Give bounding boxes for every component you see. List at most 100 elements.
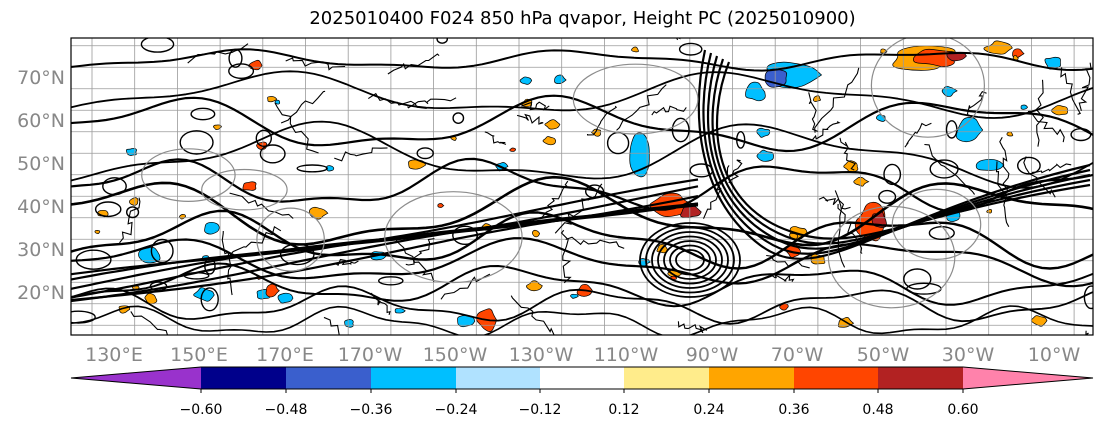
latitude-labels: 70°N 60°N 50°N 40°N 30°N 20°N xyxy=(17,67,65,304)
height-contour xyxy=(255,129,272,148)
height-contour xyxy=(94,201,122,218)
colorbar-segment xyxy=(963,367,1093,389)
anomaly-patch xyxy=(437,203,445,208)
coastline-segment xyxy=(769,273,795,282)
lon-label: 130°E xyxy=(85,344,143,366)
anomaly-patch xyxy=(983,40,1013,55)
map-frame xyxy=(70,37,1094,336)
colorbar-segment xyxy=(624,367,709,389)
height-contour xyxy=(645,226,735,294)
anomaly-patch xyxy=(1020,104,1028,110)
lon-label: 170°W xyxy=(338,344,403,366)
anomaly-shading xyxy=(94,40,1068,332)
coastline-segment xyxy=(484,131,507,145)
height-contour xyxy=(71,285,1093,325)
coastline-segment xyxy=(405,238,435,266)
grey-contour xyxy=(384,191,523,284)
lat-label: 40°N xyxy=(17,196,65,218)
coastline-segment xyxy=(1060,67,1082,115)
coastline-segment xyxy=(560,229,572,284)
height-contour xyxy=(929,159,959,179)
grey-contour xyxy=(827,205,956,309)
coastline-segment xyxy=(541,180,569,218)
coastline-segment xyxy=(814,67,860,133)
height-contour xyxy=(179,130,214,155)
grey-contour xyxy=(256,207,325,272)
coastline-segment xyxy=(335,258,359,267)
height-contour xyxy=(711,58,1091,245)
map-title: 2025010400 F024 850 hPa qvapor, Height P… xyxy=(309,8,856,29)
anomaly-patch xyxy=(394,308,406,314)
anomaly-patch xyxy=(267,96,278,103)
height-contour xyxy=(71,209,1093,270)
coastline-segment xyxy=(834,190,846,268)
longitude-labels: 130°E 150°E 170°E 170°W 150°W 130°W 110°… xyxy=(85,344,1080,366)
coastline-segment xyxy=(904,122,932,148)
anomaly-patch xyxy=(756,127,771,138)
coastline-segment xyxy=(229,192,294,219)
colorbar-tick-label: −0.36 xyxy=(350,402,393,418)
colorbar xyxy=(70,366,1094,393)
height-contour xyxy=(584,184,605,199)
anomaly-patch xyxy=(853,176,870,187)
coastline-segment xyxy=(130,311,169,335)
grey-contour xyxy=(891,188,982,260)
anomaly-patch xyxy=(544,119,561,130)
height-contour xyxy=(183,271,210,280)
height-contour xyxy=(259,144,286,164)
anomaly-patch xyxy=(591,128,602,137)
coastline-segment xyxy=(323,316,340,335)
height-contour xyxy=(150,238,174,264)
height-contour xyxy=(878,189,897,204)
coastline-segment xyxy=(837,204,863,254)
height-contour xyxy=(71,157,1093,213)
height-contour xyxy=(651,231,729,289)
coastline-segment xyxy=(616,84,667,131)
height-contour xyxy=(1070,128,1092,142)
height-contour xyxy=(452,225,479,246)
coastline-segment xyxy=(651,105,687,116)
height-contour xyxy=(279,243,315,266)
lon-label: 170°E xyxy=(256,344,314,366)
coastline-segment xyxy=(1031,163,1072,174)
height-contour xyxy=(657,235,723,285)
lon-label: 30°W xyxy=(942,344,995,366)
anomaly-patch xyxy=(277,292,294,304)
anomaly-patch xyxy=(274,99,281,105)
lat-label: 50°N xyxy=(17,153,65,175)
height-contour xyxy=(639,222,741,298)
height-contour xyxy=(697,49,1091,260)
height-contour xyxy=(416,147,434,160)
coastline-segment xyxy=(274,102,319,154)
height-contour xyxy=(204,257,216,275)
anomaly-patch xyxy=(542,136,557,146)
coastline-segment xyxy=(999,136,1010,192)
lon-label: 150°E xyxy=(170,344,228,366)
grey-contour xyxy=(572,63,699,135)
height-contour xyxy=(140,38,175,53)
anomaly-patch xyxy=(144,293,158,305)
colorbar-tick-label: 0.36 xyxy=(778,402,809,418)
colorbar-segment xyxy=(794,367,878,389)
anomaly-patch xyxy=(526,280,543,292)
lon-label: 90°W xyxy=(686,344,739,366)
height-contour xyxy=(71,70,1093,119)
colorbar-labels: −0.60 −0.48 −0.36 −0.24 −0.12 0.12 0.24 … xyxy=(180,402,979,418)
coastline-segment xyxy=(1085,330,1089,335)
height-contour xyxy=(436,38,448,44)
lon-label: 150°W xyxy=(423,344,488,366)
coastline-segment xyxy=(440,273,491,300)
coastline-segment xyxy=(387,53,440,75)
height-contour xyxy=(707,55,1091,250)
height-contour xyxy=(452,112,465,125)
lat-label: 30°N xyxy=(17,239,65,261)
anomaly-patch xyxy=(631,46,639,53)
height-contour xyxy=(71,305,1093,335)
height-contour xyxy=(71,310,96,324)
height-contour xyxy=(71,94,1093,153)
coastline-segment xyxy=(407,97,457,109)
anomaly-patch xyxy=(1012,55,1019,61)
coastline-segment xyxy=(676,38,681,41)
height-contour xyxy=(126,206,140,219)
